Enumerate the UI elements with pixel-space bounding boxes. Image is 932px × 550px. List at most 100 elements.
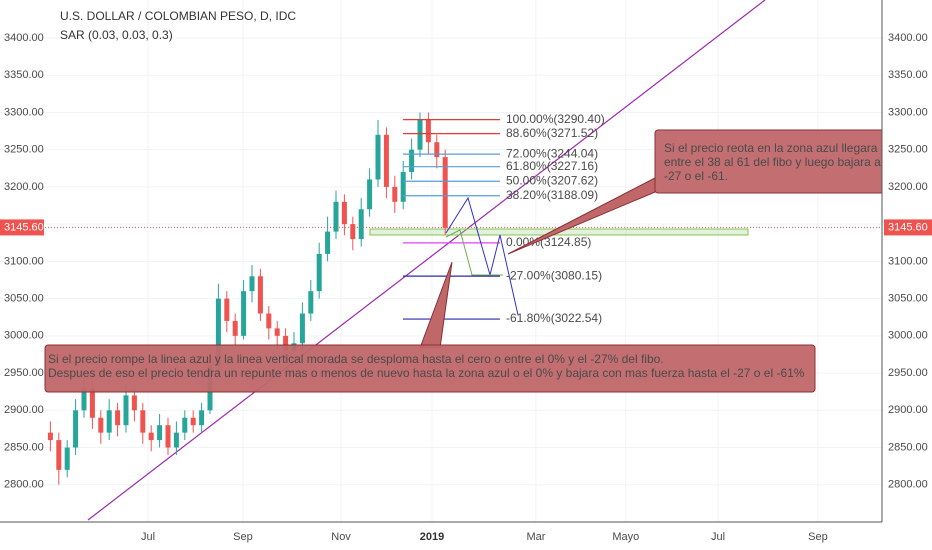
y-tick-label: 3350.00 [888, 69, 928, 81]
x-tick-label: Sep [808, 531, 828, 543]
x-tick-label: 2019 [420, 531, 444, 543]
plot-area: 100.00%(3290.40)88.60%(3271.52) 72.00%(32… [0, 0, 882, 522]
y-tick-label: 2800.00 [4, 479, 44, 491]
y-tick-label: 3000.00 [888, 330, 928, 342]
fib-label: 88.60%(3271.52) [506, 126, 598, 140]
candle-body [299, 313, 305, 344]
y-tick-label: 3250.00 [4, 144, 44, 156]
candle-body [64, 447, 70, 470]
candle-body [316, 253, 322, 292]
candle-body [224, 298, 230, 321]
price-tag-label: 3145.60 [4, 221, 44, 233]
candle-body [325, 231, 331, 254]
y-tick-label: 3050.00 [4, 293, 44, 305]
y-tick-label: 3050.00 [888, 293, 928, 305]
candle-body [308, 291, 314, 314]
candle-body [157, 425, 163, 441]
candle-body [190, 417, 196, 426]
fib-label: 72.00%(3244.04) [506, 146, 598, 160]
candle-body [199, 410, 205, 426]
y-tick-label: 3300.00 [4, 106, 44, 118]
chart-title: U.S. DOLLAR / COLOMBIAN PESO, D, IDC [60, 9, 296, 23]
y-tick-label: 2900.00 [4, 404, 44, 416]
candle-body [392, 186, 398, 202]
y-tick-label: 2950.00 [888, 367, 928, 379]
candle-body [215, 298, 221, 366]
candle-body [89, 387, 95, 418]
y-tick-label: 3100.00 [4, 255, 44, 267]
candle-body [358, 209, 364, 240]
trend-line [87, 0, 766, 521]
fib-label: -27.00%(3080.15) [506, 268, 602, 282]
callout-box [654, 129, 882, 194]
fib-label: 50.00%(3207.62) [506, 173, 598, 187]
candle-body [434, 142, 440, 158]
callout-text: Despues de eso el precio tendra un repun… [48, 366, 805, 380]
candle-body [367, 179, 373, 210]
candle-body [383, 134, 389, 187]
y-tick-label: 3200.00 [888, 181, 928, 193]
fib-label: -61.80%(3022.54) [506, 311, 602, 325]
price-tag [0, 219, 44, 236]
candle-body [165, 425, 171, 448]
y-tick-label: 3400.00 [4, 32, 44, 44]
y-tick-label: 2950.00 [4, 367, 44, 379]
x-tick-label: Mar [526, 531, 545, 543]
candle-body [425, 119, 431, 143]
candle-body [73, 410, 79, 448]
y-tick-label: 2850.00 [4, 441, 44, 453]
y-tick-label: 3300.00 [888, 106, 928, 118]
candle-body [257, 276, 263, 314]
y-tick-label: 3400.00 [888, 32, 928, 44]
price-tag [884, 219, 932, 236]
candle-body [131, 395, 137, 411]
callout-text: Si el precio rompe la linea azul y la li… [48, 352, 664, 366]
x-tick-label: Jul [711, 531, 725, 543]
candle-body [106, 410, 112, 433]
candle-body [417, 119, 423, 150]
fib-label: 100.00%(3290.40) [506, 112, 605, 126]
candle-body [182, 417, 188, 433]
candle-body [241, 291, 247, 336]
candle-body [249, 276, 255, 292]
x-tick-label: Jul [141, 531, 155, 543]
candle-body [274, 328, 280, 336]
x-tick-label: Nov [331, 531, 351, 543]
x-tick-label: Sep [233, 531, 253, 543]
candle-body [81, 387, 87, 411]
y-tick-label: 2900.00 [888, 404, 928, 416]
candle-body [333, 201, 339, 232]
candle-body [266, 313, 272, 329]
y-tick-label: 3350.00 [4, 69, 44, 81]
y-tick-label: 3200.00 [4, 181, 44, 193]
callout-box [44, 344, 816, 393]
y-tick-label: 3250.00 [888, 144, 928, 156]
candle-body [283, 335, 289, 351]
projection [445, 229, 503, 276]
candle-body [375, 134, 381, 180]
candle-body [173, 432, 179, 448]
candle-body [123, 395, 129, 426]
x-tick-label: Mayo [612, 531, 639, 543]
y-tick-label: 2850.00 [888, 441, 928, 453]
candle-body [140, 410, 146, 433]
candle-body [47, 432, 53, 441]
candle-body [232, 320, 238, 336]
candle-body [98, 417, 104, 433]
indicator-label: SAR (0.03, 0.03, 0.3) [60, 28, 173, 42]
candle-body [350, 224, 356, 240]
candle-body [341, 201, 347, 225]
y-tick-label: 3100.00 [888, 255, 928, 267]
candle-body [400, 172, 406, 202]
candle-body [115, 410, 121, 426]
candle-body [442, 157, 448, 228]
axis-panel [882, 0, 932, 550]
y-tick-label: 2800.00 [888, 479, 928, 491]
fib-label: 38.20%(3188.09) [506, 188, 598, 202]
candle-body [148, 432, 154, 441]
fib-label: 61.80%(3227.16) [506, 159, 598, 173]
price-tag-label: 3145.60 [888, 221, 928, 233]
